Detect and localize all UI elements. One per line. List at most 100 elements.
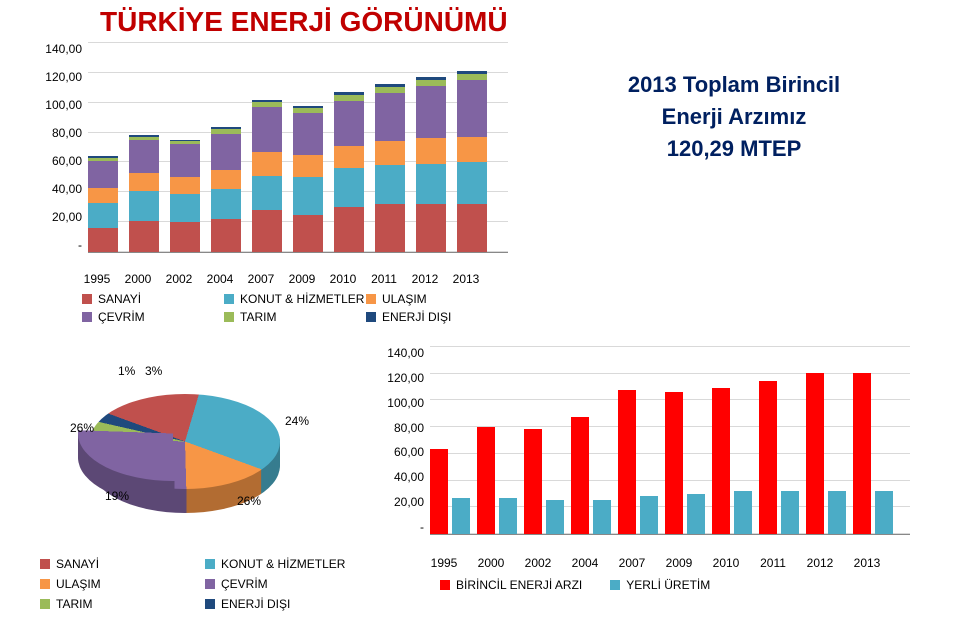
stacked-bars	[88, 42, 508, 253]
grouped-bar	[759, 381, 777, 534]
stacked-segment	[129, 221, 159, 253]
stacked-segment	[457, 80, 487, 137]
stacked-segment	[88, 203, 118, 229]
legend-label: ÇEVRİM	[98, 310, 145, 324]
legend-item: TARIM	[224, 310, 366, 324]
stacked-segment	[129, 173, 159, 191]
stacked-segment	[457, 162, 487, 204]
legend-label: ULAŞIM	[382, 292, 427, 306]
x-tick-label: 2007	[246, 272, 276, 286]
legend-swatch	[82, 312, 92, 322]
pie-chart: 24%26%19%26%3%1% SANAYİKONUT & HİZMETLER…	[40, 346, 370, 611]
x-tick-label: 2011	[369, 272, 399, 286]
x-tick-label: 2012	[800, 556, 840, 570]
legend-swatch	[205, 579, 215, 589]
legend-swatch	[440, 580, 450, 590]
grouped-bar	[712, 388, 730, 534]
legend-swatch	[366, 312, 376, 322]
stacked-segment	[252, 176, 282, 211]
stacked-y-axis: 140,00120,00100,0080,0060,0040,0020,00-	[28, 42, 88, 252]
legend-item: KONUT & HİZMETLER	[205, 557, 370, 571]
grouped-bar	[571, 417, 589, 534]
stacked-segment	[129, 140, 159, 173]
legend-item: BİRİNCİL ENERJİ ARZI	[440, 578, 582, 592]
stacked-segment	[375, 204, 405, 252]
legend-item: ULAŞIM	[40, 577, 205, 591]
stacked-segment	[375, 93, 405, 141]
legend-swatch	[610, 580, 620, 590]
legend-label: TARIM	[56, 597, 92, 611]
stacked-bar	[375, 84, 405, 252]
stacked-segment	[170, 222, 200, 252]
x-tick-label: 2010	[328, 272, 358, 286]
stacked-legend: SANAYİ KONUT & HİZMETLER ULAŞIM ÇEVRİM TARIM…	[82, 292, 508, 324]
stacked-segment	[334, 168, 364, 207]
legend-item: ÇEVRİM	[205, 577, 370, 591]
stacked-bar	[416, 77, 446, 253]
x-tick-label: 2004	[565, 556, 605, 570]
legend-label: SANAYİ	[98, 292, 141, 306]
grouped-bar	[687, 494, 705, 534]
legend-label: ENERJİ DIŞI	[221, 597, 290, 611]
stacked-segment	[252, 107, 282, 152]
grouped-category	[477, 427, 517, 534]
pie-legend: SANAYİKONUT & HİZMETLER ULAŞIM ÇEVRİM TARIM…	[40, 557, 370, 611]
x-tick-label: 2011	[753, 556, 793, 570]
stacked-bar-chart: 140,00120,00100,0080,0060,0040,0020,00- …	[28, 42, 508, 324]
stacked-bar	[293, 106, 323, 252]
grouped-bar	[452, 498, 470, 534]
legend-item: ENERJİ DIŞI	[205, 597, 370, 611]
x-tick-label: 2002	[518, 556, 558, 570]
stacked-segment	[416, 204, 446, 252]
stacked-segment	[88, 228, 118, 252]
legend-swatch	[40, 579, 50, 589]
x-tick-label: 2013	[451, 272, 481, 286]
legend-label: ÇEVRİM	[221, 577, 268, 591]
legend-item: ÇEVRİM	[82, 310, 224, 324]
legend-item: SANAYİ	[40, 557, 205, 571]
grouped-category	[524, 429, 564, 534]
y-tick-label: 140,00	[387, 346, 424, 360]
stacked-segment	[334, 146, 364, 169]
grouped-bar	[781, 491, 799, 534]
stacked-segment	[457, 137, 487, 163]
grouped-category	[665, 392, 705, 534]
grouped-bar	[734, 491, 752, 534]
stacked-bar	[170, 140, 200, 253]
legend-label: BİRİNCİL ENERJİ ARZI	[456, 578, 582, 592]
legend-swatch	[205, 599, 215, 609]
y-tick-label: 60,00	[394, 445, 424, 459]
stacked-segment	[416, 86, 446, 139]
grouped-bar	[618, 390, 636, 534]
stacked-bar	[88, 156, 118, 252]
stacked-segment	[293, 155, 323, 178]
grouped-bar	[593, 500, 611, 534]
grouped-bar	[524, 429, 542, 534]
stacked-segment	[416, 164, 446, 205]
legend-swatch	[366, 294, 376, 304]
grouped-bar	[828, 491, 846, 534]
pie-slice-label: 3%	[145, 364, 162, 378]
legend-label: ULAŞIM	[56, 577, 101, 591]
grouped-bar	[430, 449, 448, 534]
pie-slice-label: 19%	[105, 489, 129, 503]
grouped-category	[853, 373, 893, 534]
grouped-bar	[665, 392, 683, 534]
summary-text: 2013 Toplam Birincil Enerji Arzımız 120,…	[508, 42, 960, 324]
stacked-segment	[375, 141, 405, 165]
legend-item: ENERJİ DIŞI	[366, 310, 508, 324]
stacked-segment	[334, 207, 364, 252]
stacked-segment	[88, 161, 118, 188]
grouped-bar	[477, 427, 495, 534]
stacked-x-axis: 1995200020022004200720092010201120122013	[82, 272, 508, 286]
y-tick-label: 20,00	[52, 210, 82, 224]
legend-swatch	[224, 294, 234, 304]
x-tick-label: 2012	[410, 272, 440, 286]
grouped-legend: BİRİNCİL ENERJİ ARZIYERLİ ÜRETİM	[440, 578, 910, 592]
grouped-category	[430, 449, 470, 534]
legend-label: KONUT & HİZMETLER	[240, 292, 364, 306]
page-title: TÜRKİYE ENERJİ GÖRÜNÜMÜ	[0, 0, 960, 42]
summary-line-1: 2013 Toplam Birincil	[508, 72, 960, 98]
x-tick-label: 2009	[287, 272, 317, 286]
legend-item: TARIM	[40, 597, 205, 611]
